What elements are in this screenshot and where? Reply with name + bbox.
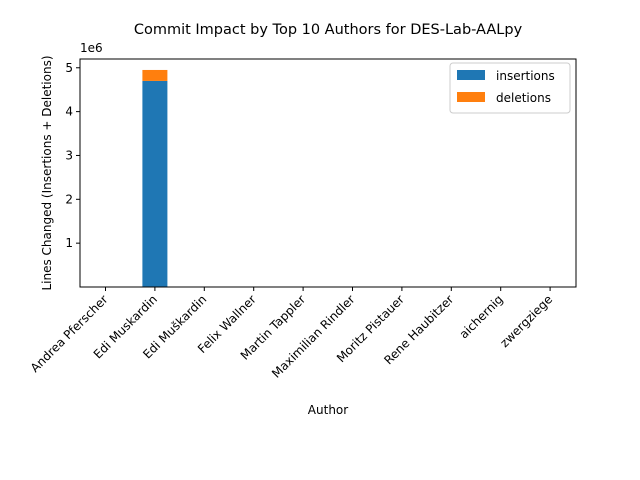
x-tick-label: zwergziege [497, 292, 555, 350]
legend-label-insertions: insertions [496, 69, 555, 83]
y-offset-label: 1e6 [80, 41, 103, 55]
legend: insertions deletions [449, 62, 571, 114]
x-tick-label: Andrea Pferscher [28, 292, 111, 375]
y-tick-label: 2 [65, 192, 73, 206]
legend-swatch-deletions [457, 92, 485, 102]
legend-swatch-insertions [457, 70, 485, 80]
legend-label-deletions: deletions [496, 91, 551, 105]
y-tick-label: 3 [65, 148, 73, 162]
x-axis-label: Author [308, 403, 348, 417]
y-tick-label: 1 [65, 236, 73, 250]
bar-deletions-1 [142, 69, 168, 81]
y-axis-ticks: 1 2 3 4 5 [65, 61, 80, 250]
plot-frame [79, 58, 577, 288]
bar-insertions-1 [142, 80, 168, 287]
chart-title: Commit Impact by Top 10 Authors for DES-… [134, 22, 523, 38]
y-tick-label: 5 [65, 61, 73, 75]
bars-layer [93, 69, 563, 287]
y-axis-label: Lines Changed (Insertions + Deletions) [40, 55, 54, 290]
x-tick-label: Maximilian Rindler [269, 292, 358, 381]
x-tick-label: aichernig [457, 292, 506, 341]
y-tick-label: 4 [65, 105, 73, 119]
